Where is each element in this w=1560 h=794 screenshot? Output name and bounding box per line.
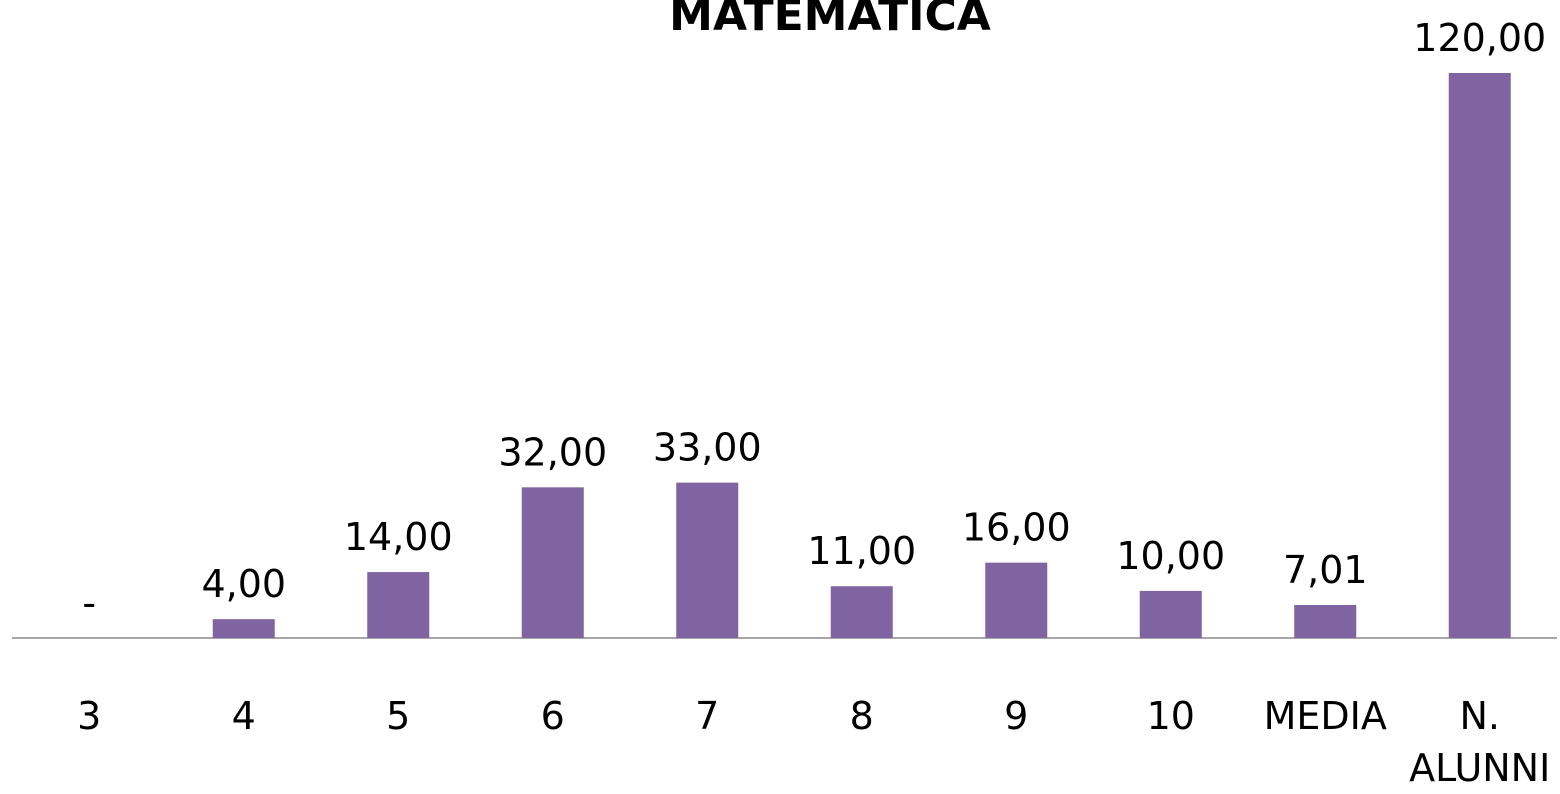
bar [367,572,430,638]
x-tick-label: 3 [77,694,102,738]
value-label: 7,01 [1283,548,1368,592]
value-label: 32,00 [498,430,607,474]
x-tick-label: 7 [695,694,720,738]
x-tick-label: 9 [1004,694,1029,738]
value-label: 11,00 [807,529,916,573]
bar [1139,590,1202,638]
x-tick-label: 8 [849,694,874,738]
bar [676,482,739,638]
value-label: 10,00 [1116,534,1225,578]
x-tick-label: MEDIA [1263,694,1387,738]
bar [1294,604,1357,638]
bar [521,487,584,638]
x-tick-label: 6 [540,694,565,738]
value-label: 120,00 [1413,16,1546,60]
bar [830,586,893,638]
bar [212,619,275,638]
value-label: 4,00 [201,562,286,606]
x-tick-label: N. ALUNNI [1409,694,1551,790]
chart-title: MATEMATICA [669,0,991,41]
x-tick-label: 10 [1146,694,1195,738]
value-label: 16,00 [962,506,1071,550]
value-label: 14,00 [344,515,453,559]
value-label: - [82,581,96,625]
bar [1448,73,1511,638]
x-tick-label: 5 [386,694,411,738]
x-tick-label: 4 [231,694,256,738]
value-label: 33,00 [653,426,762,470]
bar [985,562,1048,638]
